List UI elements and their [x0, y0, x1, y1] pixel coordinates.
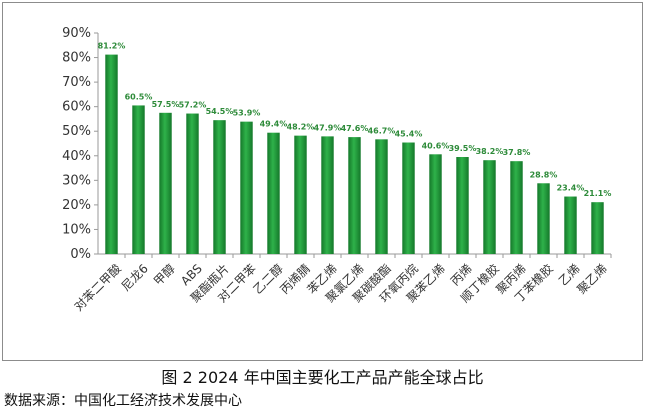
bar	[267, 132, 280, 254]
y-tick-label: 80%	[62, 51, 91, 66]
data-label: 28.8%	[530, 170, 558, 179]
data-label: 38.2%	[476, 147, 504, 156]
data-label: 57.5%	[152, 100, 180, 109]
bar	[564, 196, 577, 254]
bar	[375, 139, 388, 254]
y-tick-label: 70%	[62, 75, 91, 90]
bar	[294, 135, 307, 254]
data-label: 60.5%	[125, 92, 153, 101]
y-axis: 0% 10% 20% 30% 40% 50% 60% 70% 80% 90%	[62, 26, 99, 262]
x-tick-label: 对苯二甲酸	[71, 261, 124, 314]
bar	[510, 161, 523, 254]
y-tick-label: 10%	[62, 222, 91, 237]
data-label: 37.8%	[503, 148, 531, 157]
data-label: 48.2%	[287, 123, 315, 132]
data-label: 47.9%	[314, 123, 342, 132]
source-note: 数据来源：中国化工经济技术发展中心	[4, 393, 242, 409]
data-label: 49.4%	[260, 120, 288, 129]
y-tick-label: 40%	[62, 149, 91, 164]
data-label: 47.6%	[341, 124, 369, 133]
bar	[321, 136, 334, 254]
y-tick-label: 50%	[62, 124, 91, 139]
y-tick-label: 60%	[62, 100, 91, 115]
x-tick-label: 乙二醇	[250, 261, 286, 297]
x-tick-label: 聚乙烯	[574, 261, 609, 296]
bar	[429, 154, 442, 254]
x-tick-label: 丙烯腈	[277, 261, 312, 296]
data-label: 40.6%	[422, 141, 450, 150]
y-tick-label: 0%	[70, 247, 91, 262]
bar	[240, 121, 253, 254]
bar	[132, 105, 145, 254]
bar	[348, 137, 361, 254]
data-label: 54.5%	[206, 107, 234, 116]
data-label: 45.4%	[395, 130, 423, 139]
bar	[186, 113, 199, 254]
data-label: 46.7%	[368, 126, 396, 135]
bar	[213, 120, 226, 254]
data-label: 39.5%	[449, 144, 477, 153]
bar	[456, 157, 469, 254]
bars	[105, 54, 604, 255]
bar	[402, 142, 415, 254]
bar	[105, 54, 118, 255]
chart-frame: 0% 10% 20% 30% 40% 50% 60% 70% 80% 90% 对苯二甲酸 尼龙6 甲醇…	[2, 2, 643, 361]
y-tick-label: 90%	[62, 26, 91, 41]
data-labels: 81.2% 60.5%57.5% 57.2%54.5% 53.9% 49.4% 48.2%…	[98, 42, 612, 199]
data-label: 23.4%	[557, 184, 585, 193]
y-tick-label: 30%	[62, 173, 91, 188]
data-label: 81.2%	[98, 42, 126, 51]
data-label: 21.1%	[584, 189, 612, 198]
data-label: 53.9%	[233, 109, 261, 118]
x-tick-label: 甲醇	[150, 261, 178, 289]
figure-caption: 图 2 2024 年中国主要化工产品产能全球占比	[161, 368, 484, 387]
data-label: 57.2%	[179, 101, 207, 110]
bar	[483, 160, 496, 254]
bar	[537, 183, 550, 254]
bar	[159, 112, 172, 254]
bar	[591, 202, 604, 254]
x-tick-label: 尼龙6	[119, 261, 151, 293]
y-tick-label: 20%	[62, 198, 91, 213]
